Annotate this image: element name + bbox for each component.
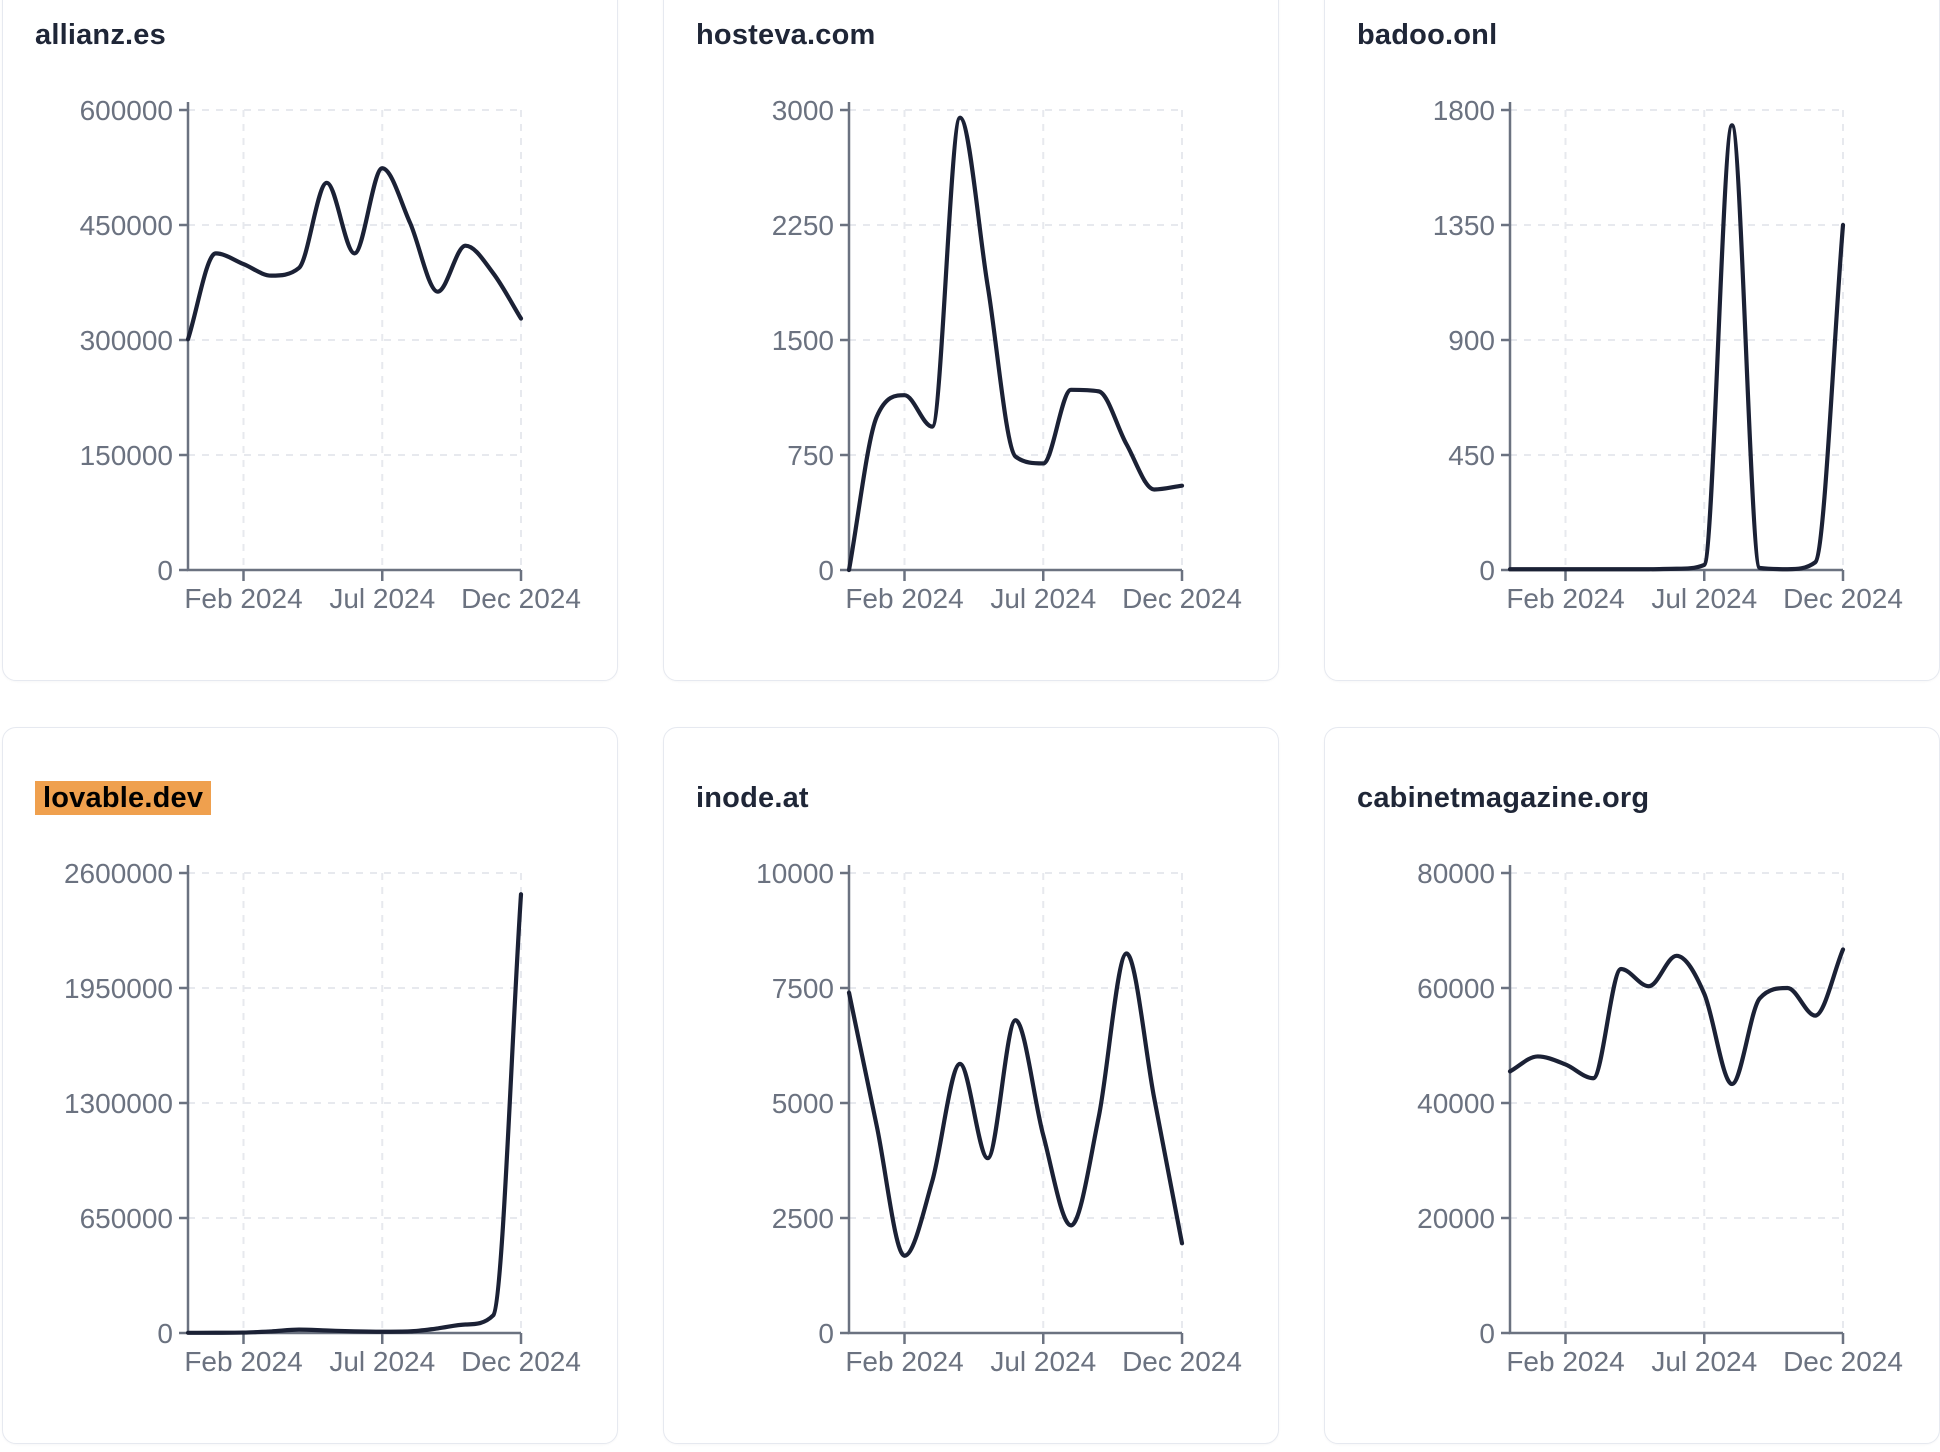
traffic-line-chart: 0 2500 5000 7500 10000 Feb 2024 Jul 2024 Dec 20… xyxy=(756,858,1242,1377)
traffic-line-chart: 0 20000 40000 60000 80000 Feb 2024 Jul 2024 Dec… xyxy=(1417,858,1903,1377)
x-axis-tick-label: Jul 2024 xyxy=(1651,583,1757,614)
y-axis-tick-label: 40000 xyxy=(1417,1088,1495,1119)
domain-card-hosteva: hosteva.com 0 750 1500 2250 3000 Feb 2024 Jul … xyxy=(663,0,1279,681)
x-axis-tick-label: Jul 2024 xyxy=(329,1346,435,1377)
y-axis-tick-label: 450000 xyxy=(80,210,173,241)
y-axis-tick-label: 1950000 xyxy=(64,973,173,1004)
traffic-series-line xyxy=(185,166,524,342)
axes xyxy=(186,102,521,572)
x-axis-tick-label: Feb 2024 xyxy=(845,1346,963,1377)
x-axis-tick-label: Dec 2024 xyxy=(461,583,581,614)
y-axis-tick-label: 650000 xyxy=(80,1203,173,1234)
domain-card-inode: inode.at 0 2500 5000 7500 10000 Feb 2024 Jul 2… xyxy=(663,727,1279,1444)
card-header: allianz.es xyxy=(35,17,166,53)
y-axis-tick-label: 2500 xyxy=(772,1203,834,1234)
chart-title: allianz.es xyxy=(35,19,166,51)
axes xyxy=(186,865,521,1335)
traffic-series-line xyxy=(1507,947,1846,1087)
card-header: cabinetmagazine.org xyxy=(1357,780,1649,816)
x-axis-tick-label: Dec 2024 xyxy=(1122,583,1242,614)
x-axis-tick-label: Dec 2024 xyxy=(461,1346,581,1377)
y-axis-tick-label: 80000 xyxy=(1417,858,1495,889)
x-axis-tick-label: Feb 2024 xyxy=(184,1346,302,1377)
domain-card-allianz: allianz.es 0 150000 300000 450000 600000 Feb … xyxy=(2,0,618,681)
x-axis-tick-label: Jul 2024 xyxy=(1651,1346,1757,1377)
card-header: hosteva.com xyxy=(696,17,876,53)
y-axis-tick-label: 150000 xyxy=(80,440,173,471)
y-axis-tick-label: 3000 xyxy=(772,95,834,126)
axes xyxy=(1508,865,1843,1335)
chart-title: hosteva.com xyxy=(696,19,876,51)
traffic-series-line xyxy=(846,115,1185,573)
axes xyxy=(847,102,1182,572)
y-axis-tick-label: 0 xyxy=(1479,1318,1495,1349)
traffic-line-chart: 0 150000 300000 450000 600000 Feb 2024 Jul 202… xyxy=(80,95,581,614)
y-axis-tick-label: 300000 xyxy=(80,325,173,356)
traffic-line-chart: 0 650000 1300000 1950000 2600000 Feb 2024 Jul … xyxy=(64,858,581,1377)
y-axis-tick-label: 20000 xyxy=(1417,1203,1495,1234)
x-axis-tick-label: Dec 2024 xyxy=(1783,1346,1903,1377)
y-axis-tick-label: 450 xyxy=(1448,440,1495,471)
card-header: badoo.onl xyxy=(1357,17,1497,53)
y-axis-tick-label: 5000 xyxy=(772,1088,834,1119)
y-axis-tick-label: 0 xyxy=(157,555,173,586)
x-axis-tick-label: Feb 2024 xyxy=(1506,583,1624,614)
y-axis-tick-label: 2600000 xyxy=(64,858,173,889)
axes xyxy=(1508,102,1843,572)
y-axis-tick-label: 2250 xyxy=(772,210,834,241)
card-header: inode.at xyxy=(696,780,809,816)
traffic-series-line xyxy=(1507,123,1846,572)
y-axis-tick-label: 900 xyxy=(1448,325,1495,356)
axes xyxy=(847,865,1182,1335)
domain-card-cabinetmagazine: cabinetmagazine.org 0 20000 40000 60000 8000… xyxy=(1324,727,1940,1444)
domain-card-lovable: lovable.dev 0 650000 1300000 1950000 2600000… xyxy=(2,727,618,1444)
x-axis-tick-label: Dec 2024 xyxy=(1122,1346,1242,1377)
traffic-series-line xyxy=(846,951,1185,1258)
x-axis-tick-label: Jul 2024 xyxy=(990,583,1096,614)
x-axis-tick-label: Jul 2024 xyxy=(990,1346,1096,1377)
domain-card-badoo: badoo.onl 0 450 900 1350 1800 Feb 2024 Jul 202… xyxy=(1324,0,1940,681)
y-axis-tick-label: 1300000 xyxy=(64,1088,173,1119)
x-axis-tick-label: Feb 2024 xyxy=(184,583,302,614)
y-axis-tick-label: 1800 xyxy=(1433,95,1495,126)
y-axis-tick-label: 0 xyxy=(1479,555,1495,586)
y-axis-tick-label: 0 xyxy=(157,1318,173,1349)
x-axis-tick-label: Feb 2024 xyxy=(1506,1346,1624,1377)
y-axis-tick-label: 60000 xyxy=(1417,973,1495,1004)
y-axis-tick-label: 600000 xyxy=(80,95,173,126)
chart-title-highlighted: lovable.dev xyxy=(35,781,212,815)
x-axis-tick-label: Feb 2024 xyxy=(845,583,963,614)
y-axis-tick-label: 0 xyxy=(818,1318,834,1349)
y-axis-tick-label: 7500 xyxy=(772,973,834,1004)
x-axis-tick-label: Dec 2024 xyxy=(1783,583,1903,614)
chart-title: inode.at xyxy=(696,782,809,814)
traffic-series-line xyxy=(185,892,524,1335)
traffic-line-chart: 0 450 900 1350 1800 Feb 2024 Jul 2024 Dec 2024 xyxy=(1433,95,1903,614)
y-axis-tick-label: 750 xyxy=(787,440,834,471)
y-axis-tick-label: 1350 xyxy=(1433,210,1495,241)
y-axis-tick-label: 0 xyxy=(818,555,834,586)
traffic-line-chart: 0 750 1500 2250 3000 Feb 2024 Jul 2024 Dec 2024 xyxy=(772,95,1242,614)
card-header: lovable.dev xyxy=(35,780,212,816)
chart-title: cabinetmagazine.org xyxy=(1357,782,1650,814)
x-axis-tick-label: Jul 2024 xyxy=(329,583,435,614)
y-axis-tick-label: 10000 xyxy=(756,858,834,889)
chart-title: badoo.onl xyxy=(1357,19,1498,51)
y-axis-tick-label: 1500 xyxy=(772,325,834,356)
